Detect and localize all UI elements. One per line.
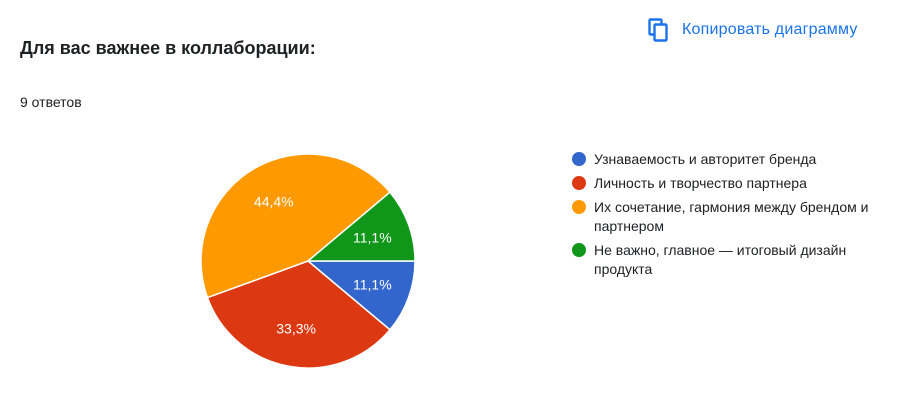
legend-item: Их сочетание, гармония между брендом и п… bbox=[572, 198, 872, 236]
legend-label: Личность и творчество партнера bbox=[594, 175, 807, 191]
legend-color-dot bbox=[572, 243, 586, 257]
pie-slice[interactable] bbox=[305, 260, 416, 331]
legend-item: Личность и творчество партнера bbox=[572, 174, 872, 193]
legend-label: Не важно, главное — итоговый дизайн прод… bbox=[594, 242, 847, 277]
slice-label: 44,4% bbox=[254, 194, 294, 210]
legend-item: Не важно, главное — итоговый дизайн прод… bbox=[572, 241, 872, 279]
legend-label: Их сочетание, гармония между брендом и п… bbox=[594, 199, 869, 234]
slice-label: 33,3% bbox=[276, 320, 316, 336]
pie-slice[interactable] bbox=[206, 260, 392, 369]
legend-label: Узнаваемость и авторитет бренда bbox=[594, 151, 817, 167]
legend-color-dot bbox=[572, 176, 586, 190]
response-count: 9 ответов bbox=[20, 94, 82, 110]
pie-slice[interactable] bbox=[200, 153, 392, 299]
pie-slice[interactable] bbox=[305, 191, 416, 262]
copy-chart-label: Копировать диаграмму bbox=[682, 21, 858, 38]
chart-legend: Узнаваемость и авторитет бренда Личность … bbox=[572, 150, 872, 284]
question-title: Для вас важнее в коллаборации: bbox=[20, 38, 316, 58]
copy-icon bbox=[648, 18, 668, 42]
copy-chart-button[interactable]: Копировать диаграмму bbox=[640, 12, 866, 48]
legend-color-dot bbox=[572, 200, 586, 214]
pie-chart: 11,1% 33,3% 44,4% 11,1% bbox=[200, 153, 416, 369]
slice-label: 11,1% bbox=[353, 276, 392, 292]
slice-label: 11,1% bbox=[353, 230, 392, 246]
legend-item: Узнаваемость и авторитет бренда bbox=[572, 150, 872, 169]
legend-color-dot bbox=[572, 152, 586, 166]
